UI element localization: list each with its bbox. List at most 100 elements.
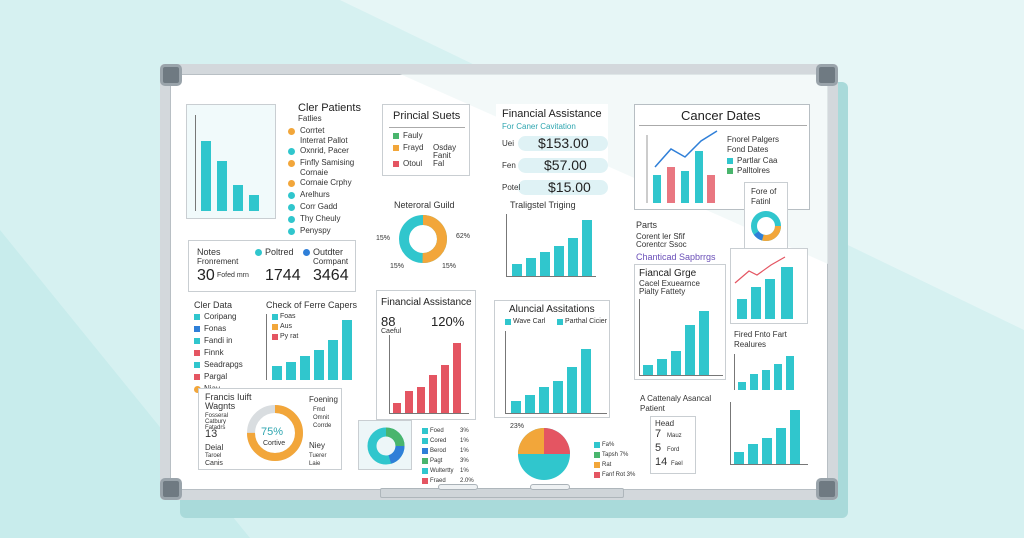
- francis-right-item: Omnit: [313, 415, 330, 421]
- alun-legend: Parthal Cicier: [565, 318, 608, 325]
- financial-row-label: Potel: [502, 183, 521, 192]
- small-legend-value: 1%: [460, 438, 469, 444]
- financial1-title: Financial Assistance: [502, 108, 602, 120]
- cancer-legend-item: Palltolres: [737, 166, 770, 175]
- francis-donut: [247, 405, 303, 461]
- patient-item: Cornaie: [300, 168, 329, 177]
- patient-asseal-n: 5: [655, 442, 662, 454]
- small-donut: [367, 427, 405, 465]
- patient-asseal-label: Fael: [671, 461, 683, 467]
- patient-item: Interrat Pallot: [300, 136, 348, 145]
- alun-legend: Wave Carl: [513, 318, 546, 325]
- patients-list: Cler Patients Fatlies Corrtet Interrat P…: [288, 102, 368, 235]
- francis-right-title: Foening: [309, 395, 338, 404]
- bottom-right-bars: [726, 400, 810, 470]
- check-block: Check of Ferre Capers Foas Aus Py rat: [262, 300, 362, 384]
- pie2-row: Rat: [602, 462, 612, 468]
- patients-subtitle: Fatlies: [298, 114, 322, 123]
- pie2-row: Fanf Rot 3%: [602, 472, 636, 478]
- neuronal-label: 15%: [376, 235, 391, 242]
- small-legend-label: Pagt: [430, 458, 443, 464]
- francis-card: Francis Iuift Wagnts Fosseral Catbury Fa…: [198, 388, 342, 470]
- small-legend-label: Wultertty: [430, 468, 454, 474]
- right-bars-card: [730, 248, 808, 324]
- francis-donut-label: Cortive: [263, 440, 286, 447]
- fincal-gage-line: Pialty Fattety: [639, 287, 686, 296]
- financial-card-1: Financial Assistance For Caner Cavitatio…: [496, 104, 608, 195]
- patient-asseal-label: Mauz: [667, 433, 682, 439]
- francis-big: 13: [205, 428, 218, 440]
- partners-line: Corentcr Ssoc: [636, 240, 687, 249]
- pie2-label: 23%: [510, 423, 525, 430]
- francis-subtitle: Wagnts: [205, 401, 236, 411]
- clear-data-item: Fandi in: [204, 336, 233, 345]
- financial-row-value: $153.00: [538, 135, 589, 151]
- principal-card: Princial Suets Fauly Frayd Osday Fanit O…: [382, 104, 470, 176]
- financial2-right: 120%: [431, 314, 465, 329]
- partners-line: Corent ler Sfif: [636, 232, 685, 241]
- principal-item: Otoul: [403, 159, 423, 168]
- fincal-gage-line: Cacel Exuearnce: [639, 279, 700, 288]
- check-legend: Py rat: [280, 333, 299, 340]
- patients-title: Cler Patients: [298, 102, 361, 114]
- patient-item: Corrtet: [300, 126, 325, 135]
- patient-asseal-n: 7: [655, 428, 662, 440]
- board-corner-tl: [160, 64, 182, 86]
- cancer-legend-item: Partlar Caa: [737, 156, 778, 165]
- marker: [530, 484, 570, 490]
- francis-right-bottom: Tuerer: [309, 453, 327, 459]
- trend-title: Traligstel Triging: [510, 200, 576, 210]
- francis-right-bottom: Niey: [309, 441, 326, 450]
- francis-title: Francis Iuift: [205, 392, 252, 402]
- principal-item: Fanit: [433, 151, 451, 160]
- neuronal-label: 62%: [456, 233, 471, 240]
- cancer-line-chart: [646, 130, 718, 203]
- fore-card: Fore of Fatinl: [744, 182, 788, 252]
- francis-item: Fatadrs: [205, 425, 226, 431]
- notes-col3-big: 3464: [313, 267, 349, 284]
- clear-data-item: Seadrapgs: [204, 360, 243, 369]
- fore-title: Fore of: [751, 187, 777, 196]
- small-legend-label: Berod: [430, 448, 447, 454]
- small-legend-label: Cored: [430, 438, 447, 444]
- patient-asseal-subtitle: Patient: [640, 404, 665, 413]
- patient-asseal-n: 14: [655, 456, 668, 468]
- partners-highlight: Chanticad Sapbrrgs: [636, 252, 716, 262]
- small-legend-value: 1%: [460, 448, 469, 454]
- small-legend-value: 3%: [460, 458, 469, 464]
- alun-card: Aluncial Assitations Wave Carl Parthal C…: [494, 300, 610, 418]
- board-corner-br: [816, 478, 838, 500]
- patient-asseal-head: Head: [655, 419, 675, 428]
- fund-block: Fired Fnto Fart Realures: [730, 330, 810, 394]
- fund-subtitle: Realures: [734, 340, 767, 349]
- fincal-gage-card: Fiancal Grge Cacel Exuearnce Pialty Fatt…: [634, 264, 726, 380]
- neuronal-donut-block: Neteroral Guild 15% 62% 15% 15%: [376, 200, 474, 280]
- fore-subtitle: Fatinl: [751, 197, 771, 206]
- clear-data-block: Cler Data Coripang Fonas Fandi in Finnk …: [188, 300, 260, 393]
- notes-col2-title: Poltred: [265, 247, 294, 257]
- principal-item: Osday: [433, 143, 457, 152]
- notes-col3-sub: Cormpant: [313, 257, 349, 266]
- financial2-left: 88: [381, 314, 396, 329]
- partners-title: Parts: [636, 220, 658, 230]
- small-legend: Foed 3% Cored 1% Berod 1% Pagt 3% Wulter…: [422, 426, 486, 486]
- francis-bottom-left: Deial: [205, 443, 224, 452]
- patient-item: Penyspy: [300, 226, 331, 235]
- whiteboard: Cler Patients Fatlies Corrtet Interrat P…: [160, 64, 838, 500]
- patient-item: Oxnrid, Pacer: [300, 146, 349, 155]
- patient-item: Finfly Samising: [300, 158, 355, 167]
- marker: [438, 484, 478, 490]
- small-legend-value: 1%: [460, 468, 469, 474]
- check-legend: Foas: [280, 313, 296, 320]
- small-legend-value: 3%: [460, 428, 469, 434]
- clear-data-item: Finnk: [204, 348, 224, 357]
- pie2: [518, 428, 570, 480]
- principal-item: Frayd: [403, 143, 424, 152]
- marker-tray: [380, 488, 624, 498]
- right-line: [734, 256, 786, 284]
- financial1-subtitle: For Caner Cavitation: [502, 122, 576, 131]
- francis-right-item: Fmd: [313, 407, 325, 413]
- cancer-legend-title: Fnorel Palgers: [727, 135, 780, 144]
- francis-bottom-left: Canis: [205, 460, 223, 467]
- notes-col2-big: 1744: [265, 267, 301, 284]
